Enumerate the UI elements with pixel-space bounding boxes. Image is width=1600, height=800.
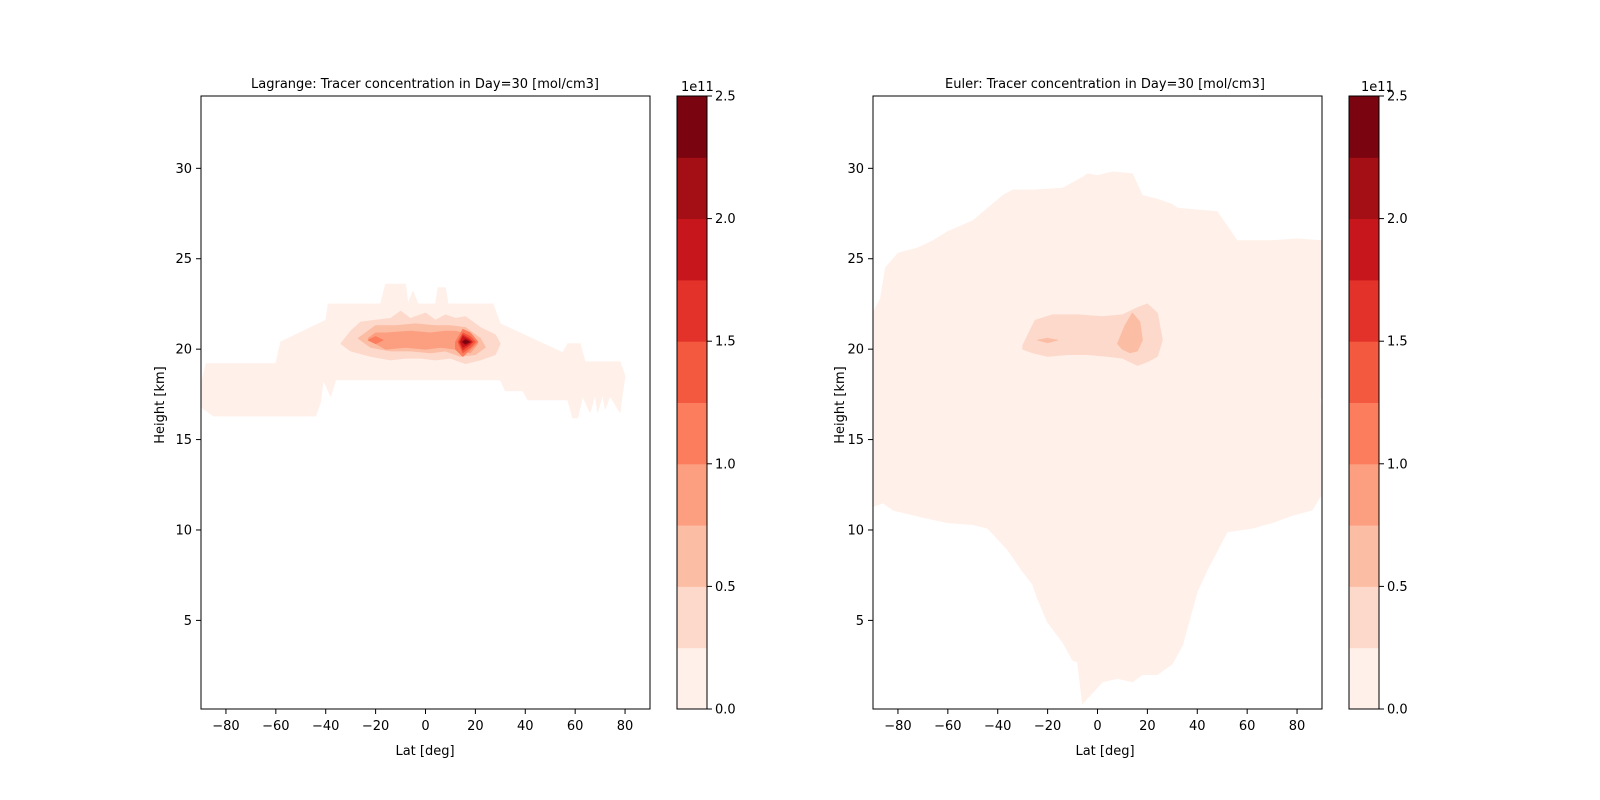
contour-region: [1117, 312, 1143, 354]
x-tick-label: 40: [517, 719, 534, 734]
y-tick-label: 20: [175, 343, 192, 358]
colorbar-label: 1e11: [1361, 80, 1394, 95]
colorbar-frame: [676, 95, 708, 710]
colorbar-segment: [1349, 402, 1379, 465]
contour-fills: [873, 171, 1322, 704]
colorbar-tick-label: 2.0: [1387, 212, 1408, 227]
x-tick-label: 0: [1093, 719, 1101, 734]
contour-region: [1037, 337, 1058, 344]
colorbar-tick-label: 1.5: [1387, 335, 1408, 350]
contour-region: [367, 330, 479, 354]
colorbar-segment: [677, 586, 707, 649]
x-tick-label: −40: [984, 719, 1011, 734]
x-tick-label: 40: [1189, 719, 1206, 734]
colorbar-frame: [1348, 95, 1380, 710]
contour-region: [873, 171, 1322, 704]
x-tick-label: 80: [1289, 719, 1306, 734]
colorbar-segment: [677, 647, 707, 710]
x-axis-label: Lat [deg]: [395, 744, 454, 759]
x-tick-label: 80: [617, 719, 634, 734]
x-tick-label: 60: [567, 719, 584, 734]
colorbar-segment: [677, 279, 707, 342]
x-tick-label: −40: [312, 719, 339, 734]
chart-title: Euler: Tracer concentration in Day=30 [m…: [945, 77, 1265, 92]
colorbar-segment: [1349, 525, 1379, 587]
colorbar-segment: [1349, 157, 1379, 220]
y-tick-label: 5: [856, 614, 864, 629]
colorbar-segment: [1349, 218, 1379, 281]
colorbar-segment: [677, 96, 707, 158]
colorbar-segment: [1349, 647, 1379, 710]
chart-title: Lagrange: Tracer concentration in Day=30…: [251, 77, 599, 92]
y-tick-label: 30: [175, 162, 192, 177]
colorbar-tick-label: 0.5: [715, 580, 736, 595]
y-tick-label: 30: [847, 162, 864, 177]
x-tick-label: −60: [262, 719, 289, 734]
colorbar-tick-label: 1.5: [715, 335, 736, 350]
y-tick-label: 10: [175, 523, 192, 538]
colorbar-label: 1e11: [681, 80, 714, 95]
y-tick-label: 10: [847, 523, 864, 538]
x-tick-label: 0: [421, 719, 429, 734]
colorbar-segment: [677, 341, 707, 403]
colorbar-segment: [1349, 96, 1379, 158]
colorbar-segment: [1349, 463, 1379, 526]
y-axis-label: Height [km]: [833, 366, 848, 443]
colorbar-tick-label: 0.0: [715, 703, 736, 718]
colorbar-tick-label: 1.0: [1387, 457, 1408, 472]
colorbar-tick-label: 2.5: [1387, 90, 1408, 105]
y-tick-label: 20: [847, 343, 864, 358]
colorbar-tick-label: 2.5: [715, 90, 736, 105]
colorbar-segment: [1349, 341, 1379, 403]
x-tick-label: −20: [362, 719, 389, 734]
x-tick-label: 20: [1139, 719, 1156, 734]
x-tick-label: −20: [1034, 719, 1061, 734]
colorbar-segment: [1349, 279, 1379, 342]
x-axis-label: Lat [deg]: [1075, 744, 1134, 759]
contour-region: [462, 339, 470, 345]
x-tick-label: −80: [212, 719, 239, 734]
contour-region: [367, 336, 384, 345]
contour-fills: [201, 283, 626, 419]
x-tick-label: 20: [467, 719, 484, 734]
panel-euler: Euler: Tracer concentration in Day=30 [m…: [833, 77, 1408, 759]
x-tick-label: 60: [1239, 719, 1256, 734]
colorbar-segment: [677, 525, 707, 587]
y-tick-label: 15: [175, 433, 192, 448]
y-tick-label: 25: [847, 252, 864, 267]
panel-lagrange: Lagrange: Tracer concentration in Day=30…: [153, 77, 736, 759]
colorbar-segment: [677, 463, 707, 526]
colorbar-tick-label: 2.0: [715, 212, 736, 227]
colorbar-segment: [677, 157, 707, 220]
colorbar-tick-label: 0.5: [1387, 580, 1408, 595]
x-tick-label: −80: [884, 719, 911, 734]
colorbar-segment: [677, 402, 707, 465]
x-tick-label: −60: [934, 719, 961, 734]
y-tick-label: 5: [184, 614, 192, 629]
y-tick-label: 25: [175, 252, 192, 267]
colorbar-tick-label: 0.0: [1387, 703, 1408, 718]
colorbar-segment: [1349, 586, 1379, 649]
y-axis-label: Height [km]: [153, 366, 168, 443]
y-tick-label: 15: [847, 433, 864, 448]
colorbar-tick-label: 1.0: [715, 457, 736, 472]
colorbar-segment: [677, 218, 707, 281]
